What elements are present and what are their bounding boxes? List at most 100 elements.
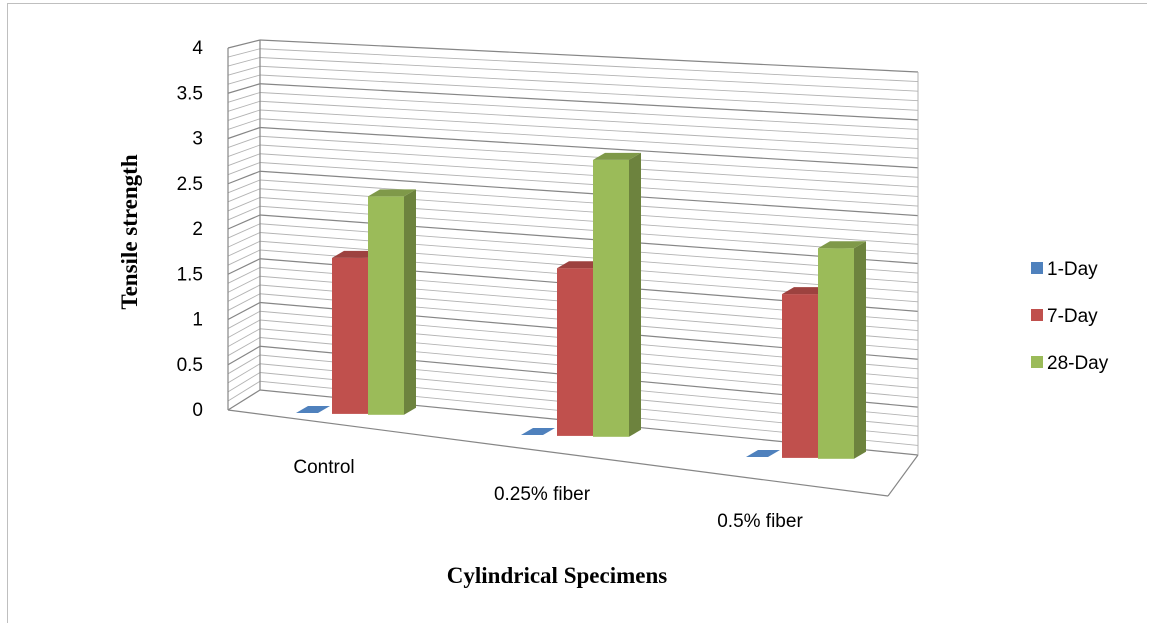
legend-swatch <box>1031 262 1043 274</box>
y-tick-label: 3 <box>192 129 203 150</box>
gridline <box>259 144 919 188</box>
side-gridline <box>227 223 261 239</box>
bar-top <box>368 189 416 197</box>
bar-front <box>782 294 818 458</box>
side-gridline <box>227 380 261 402</box>
gridline <box>259 197 919 245</box>
legend-item: 7-Day <box>1031 306 1098 327</box>
legend-swatch <box>1031 356 1043 368</box>
bar-floor <box>296 406 330 413</box>
side-gridline <box>227 126 261 140</box>
legend-label: 7-Day <box>1047 306 1098 327</box>
bar-side <box>629 152 641 437</box>
side-gridline <box>227 363 261 384</box>
bar-side <box>854 241 866 459</box>
side-gridline <box>227 197 261 212</box>
bar-side <box>404 189 416 415</box>
gridline <box>259 92 919 130</box>
gridline <box>259 100 919 140</box>
side-gridline <box>227 65 261 76</box>
gridline <box>259 126 919 169</box>
bar <box>296 406 330 413</box>
gridline <box>259 83 919 121</box>
floor-right-edge <box>887 454 919 497</box>
side-gridline <box>227 57 261 67</box>
side-gridline <box>227 372 261 393</box>
side-gridline <box>227 267 261 284</box>
side-gridline <box>227 354 261 375</box>
bar <box>746 450 780 457</box>
gridline <box>259 39 919 73</box>
y-tick-label: 1.5 <box>177 264 203 285</box>
legend-label: 28-Day <box>1047 353 1109 374</box>
bar <box>593 152 641 437</box>
x-category-label: 0.5% fiber <box>717 511 803 532</box>
y-axis-ticks: 0 0.5 1 1.5 2 2.5 3 3.5 4 <box>177 38 204 421</box>
gridline <box>259 135 919 178</box>
y-tick-label: 4 <box>192 38 203 59</box>
y-tick-label: 3.5 <box>177 83 203 104</box>
gridline <box>259 205 919 255</box>
x-axis-categories: Control 0.25% fiber 0.5% fiber <box>293 457 803 532</box>
side-gridline <box>227 144 261 158</box>
bar-floor <box>746 450 780 457</box>
side-gridline <box>227 240 261 257</box>
gridline <box>259 188 919 236</box>
side-gridline <box>227 293 261 311</box>
side-gridline <box>227 179 261 194</box>
gridline <box>259 162 919 207</box>
bars <box>296 152 866 459</box>
y-axis-title: Tensile strength <box>117 154 142 309</box>
legend-item: 1-Day <box>1031 259 1098 280</box>
side-gridline <box>227 214 261 230</box>
side-gridline <box>227 135 261 148</box>
legend: 1-Day 7-Day 28-Day <box>1031 259 1109 374</box>
bar-front <box>332 257 368 414</box>
side-gridline <box>227 328 261 348</box>
gridline <box>259 179 919 226</box>
chart-frame <box>7 3 1147 623</box>
side-gridline <box>227 345 261 366</box>
gridline <box>259 74 919 111</box>
bar <box>368 189 416 415</box>
gridline <box>259 48 919 83</box>
side-gridline <box>227 48 261 58</box>
side-gridline <box>227 301 261 321</box>
side-gridline <box>227 284 261 302</box>
bar-floor <box>521 428 555 435</box>
gridline <box>259 118 919 159</box>
side-gridline <box>227 337 261 357</box>
side-gridline <box>227 153 261 167</box>
legend-label: 1-Day <box>1047 259 1098 280</box>
bar-front <box>818 248 854 459</box>
side-gridline <box>227 162 261 176</box>
y-tick-label: 0.5 <box>177 355 203 376</box>
side-gridline <box>227 83 261 94</box>
gridline <box>259 57 919 92</box>
side-gridline <box>227 74 261 85</box>
side-gridline <box>227 39 261 49</box>
side-gridline <box>227 319 261 338</box>
bar <box>818 241 866 459</box>
y-tick-label: 2.5 <box>177 174 203 195</box>
side-gridline <box>227 170 261 185</box>
x-category-label: 0.25% fiber <box>494 484 591 505</box>
bar-front <box>593 159 629 437</box>
bar <box>521 428 555 435</box>
bar-top <box>593 152 641 160</box>
side-gridline <box>227 109 261 121</box>
side-gridline <box>227 310 261 329</box>
side-gridline <box>227 258 261 275</box>
side-gridline <box>227 100 261 112</box>
legend-item: 28-Day <box>1031 353 1109 374</box>
gridline <box>259 170 919 217</box>
gridline <box>259 153 919 197</box>
x-axis-title: Cylindrical Specimens <box>447 563 667 588</box>
bar-top <box>818 241 866 249</box>
bar-front <box>368 196 404 415</box>
side-gridline <box>227 205 261 221</box>
side-gridline <box>227 188 261 203</box>
gridline <box>259 109 919 150</box>
legend-swatch <box>1031 309 1043 321</box>
